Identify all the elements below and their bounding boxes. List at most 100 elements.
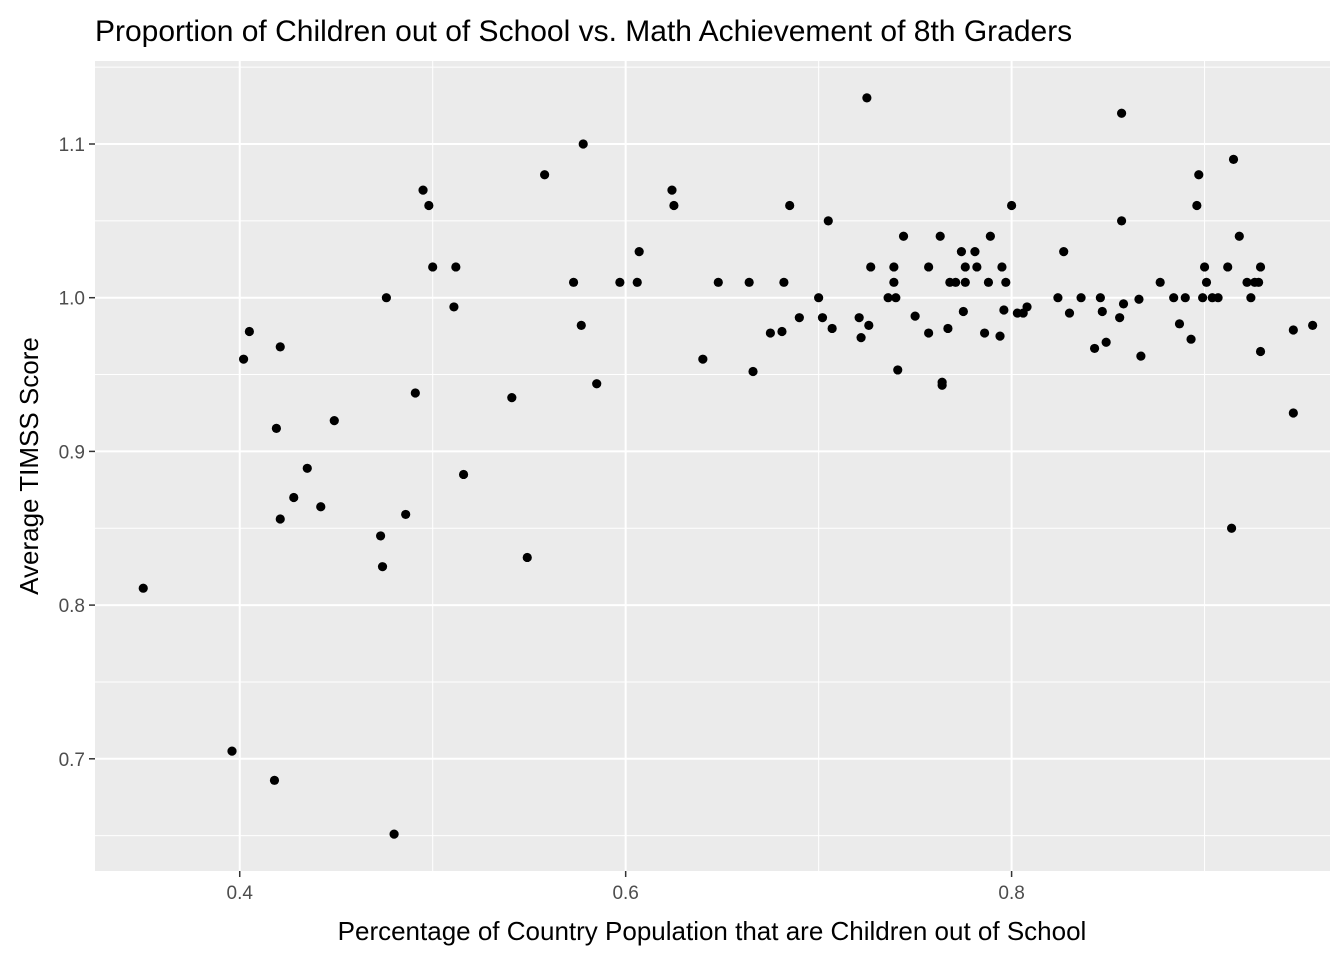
y-axis-ticks: 0.7 0.8 0.9 1.0 1.1 bbox=[59, 135, 95, 771]
data-point bbox=[960, 262, 970, 272]
data-point bbox=[960, 277, 970, 287]
x-tick-label: 0.8 bbox=[998, 883, 1024, 904]
data-point bbox=[1255, 262, 1266, 272]
data-point bbox=[1255, 346, 1266, 357]
data-point bbox=[418, 185, 428, 195]
data-point bbox=[632, 277, 642, 287]
data-point bbox=[1118, 299, 1129, 309]
y-axis-title: Average TIMSS Score bbox=[14, 337, 44, 595]
data-point bbox=[924, 328, 934, 338]
data-point bbox=[540, 170, 550, 180]
data-point bbox=[935, 231, 945, 241]
y-tick-label: 1.0 bbox=[59, 289, 85, 310]
plot-panel bbox=[95, 61, 1330, 871]
data-point bbox=[698, 354, 708, 364]
data-point bbox=[1288, 408, 1298, 418]
data-point bbox=[1308, 320, 1318, 330]
data-point bbox=[744, 277, 754, 287]
data-point bbox=[979, 328, 990, 338]
data-point bbox=[1194, 170, 1204, 180]
data-point bbox=[1076, 293, 1086, 303]
data-point bbox=[275, 514, 285, 524]
data-point bbox=[999, 305, 1009, 315]
data-point bbox=[1059, 246, 1069, 257]
data-point bbox=[302, 463, 312, 473]
data-point bbox=[289, 492, 299, 503]
data-point bbox=[1228, 154, 1239, 164]
data-point bbox=[227, 746, 237, 756]
data-point bbox=[568, 277, 579, 287]
data-point bbox=[401, 509, 411, 520]
data-point bbox=[1192, 200, 1202, 211]
data-point bbox=[943, 323, 953, 334]
data-point bbox=[424, 200, 434, 211]
data-point bbox=[1134, 294, 1144, 304]
x-tick-label: 0.6 bbox=[612, 883, 638, 904]
data-point bbox=[1234, 231, 1244, 241]
data-point bbox=[1116, 216, 1127, 226]
data-point bbox=[794, 313, 804, 323]
minor-gridlines bbox=[95, 61, 1330, 871]
data-point bbox=[458, 469, 469, 480]
data-point bbox=[1001, 277, 1011, 287]
data-points bbox=[138, 93, 1318, 839]
major-gridlines bbox=[95, 61, 1330, 871]
y-tick-label: 0.7 bbox=[59, 750, 85, 771]
data-point bbox=[995, 331, 1005, 341]
data-point bbox=[866, 262, 876, 272]
data-point bbox=[823, 216, 833, 226]
data-point bbox=[1097, 306, 1107, 317]
data-point bbox=[785, 200, 795, 211]
data-point bbox=[578, 139, 588, 149]
data-point bbox=[1064, 308, 1075, 318]
data-point bbox=[451, 262, 461, 272]
data-point bbox=[1053, 293, 1063, 303]
data-point bbox=[1226, 523, 1237, 533]
data-point bbox=[864, 320, 874, 330]
data-point bbox=[937, 380, 947, 390]
data-point bbox=[329, 416, 339, 426]
data-point bbox=[889, 277, 899, 287]
y-tick-label: 1.1 bbox=[59, 135, 85, 156]
data-point bbox=[854, 313, 864, 323]
data-point bbox=[972, 262, 982, 272]
data-point bbox=[576, 320, 586, 330]
data-point bbox=[1155, 277, 1165, 287]
data-point bbox=[634, 246, 644, 257]
data-point bbox=[997, 262, 1007, 272]
data-point bbox=[522, 552, 532, 563]
data-point bbox=[1201, 277, 1212, 287]
data-point bbox=[893, 365, 903, 375]
data-point bbox=[1169, 293, 1179, 303]
data-point bbox=[1242, 277, 1252, 287]
data-point bbox=[667, 185, 677, 195]
data-point bbox=[779, 277, 789, 287]
data-point bbox=[827, 323, 837, 334]
data-point bbox=[1089, 343, 1100, 354]
data-point bbox=[889, 262, 899, 272]
data-point bbox=[428, 262, 438, 272]
data-point bbox=[817, 313, 828, 323]
data-point bbox=[777, 326, 787, 337]
data-point bbox=[592, 379, 602, 389]
data-point bbox=[765, 328, 775, 338]
data-point bbox=[377, 562, 388, 572]
data-point bbox=[1288, 325, 1298, 335]
data-point bbox=[970, 246, 980, 257]
data-point bbox=[924, 262, 934, 272]
data-point bbox=[1246, 293, 1256, 303]
data-point bbox=[1022, 302, 1032, 312]
data-point bbox=[615, 277, 625, 287]
data-point bbox=[1180, 293, 1190, 303]
data-point bbox=[951, 277, 961, 287]
data-point bbox=[1095, 293, 1105, 303]
data-point bbox=[238, 354, 249, 364]
data-point bbox=[271, 423, 281, 433]
x-tick-label: 0.4 bbox=[227, 883, 254, 904]
data-point bbox=[1115, 313, 1125, 323]
data-point bbox=[1007, 200, 1017, 211]
data-point bbox=[1116, 108, 1127, 118]
data-point bbox=[1101, 337, 1111, 347]
data-point bbox=[507, 393, 517, 403]
data-point bbox=[269, 775, 280, 785]
